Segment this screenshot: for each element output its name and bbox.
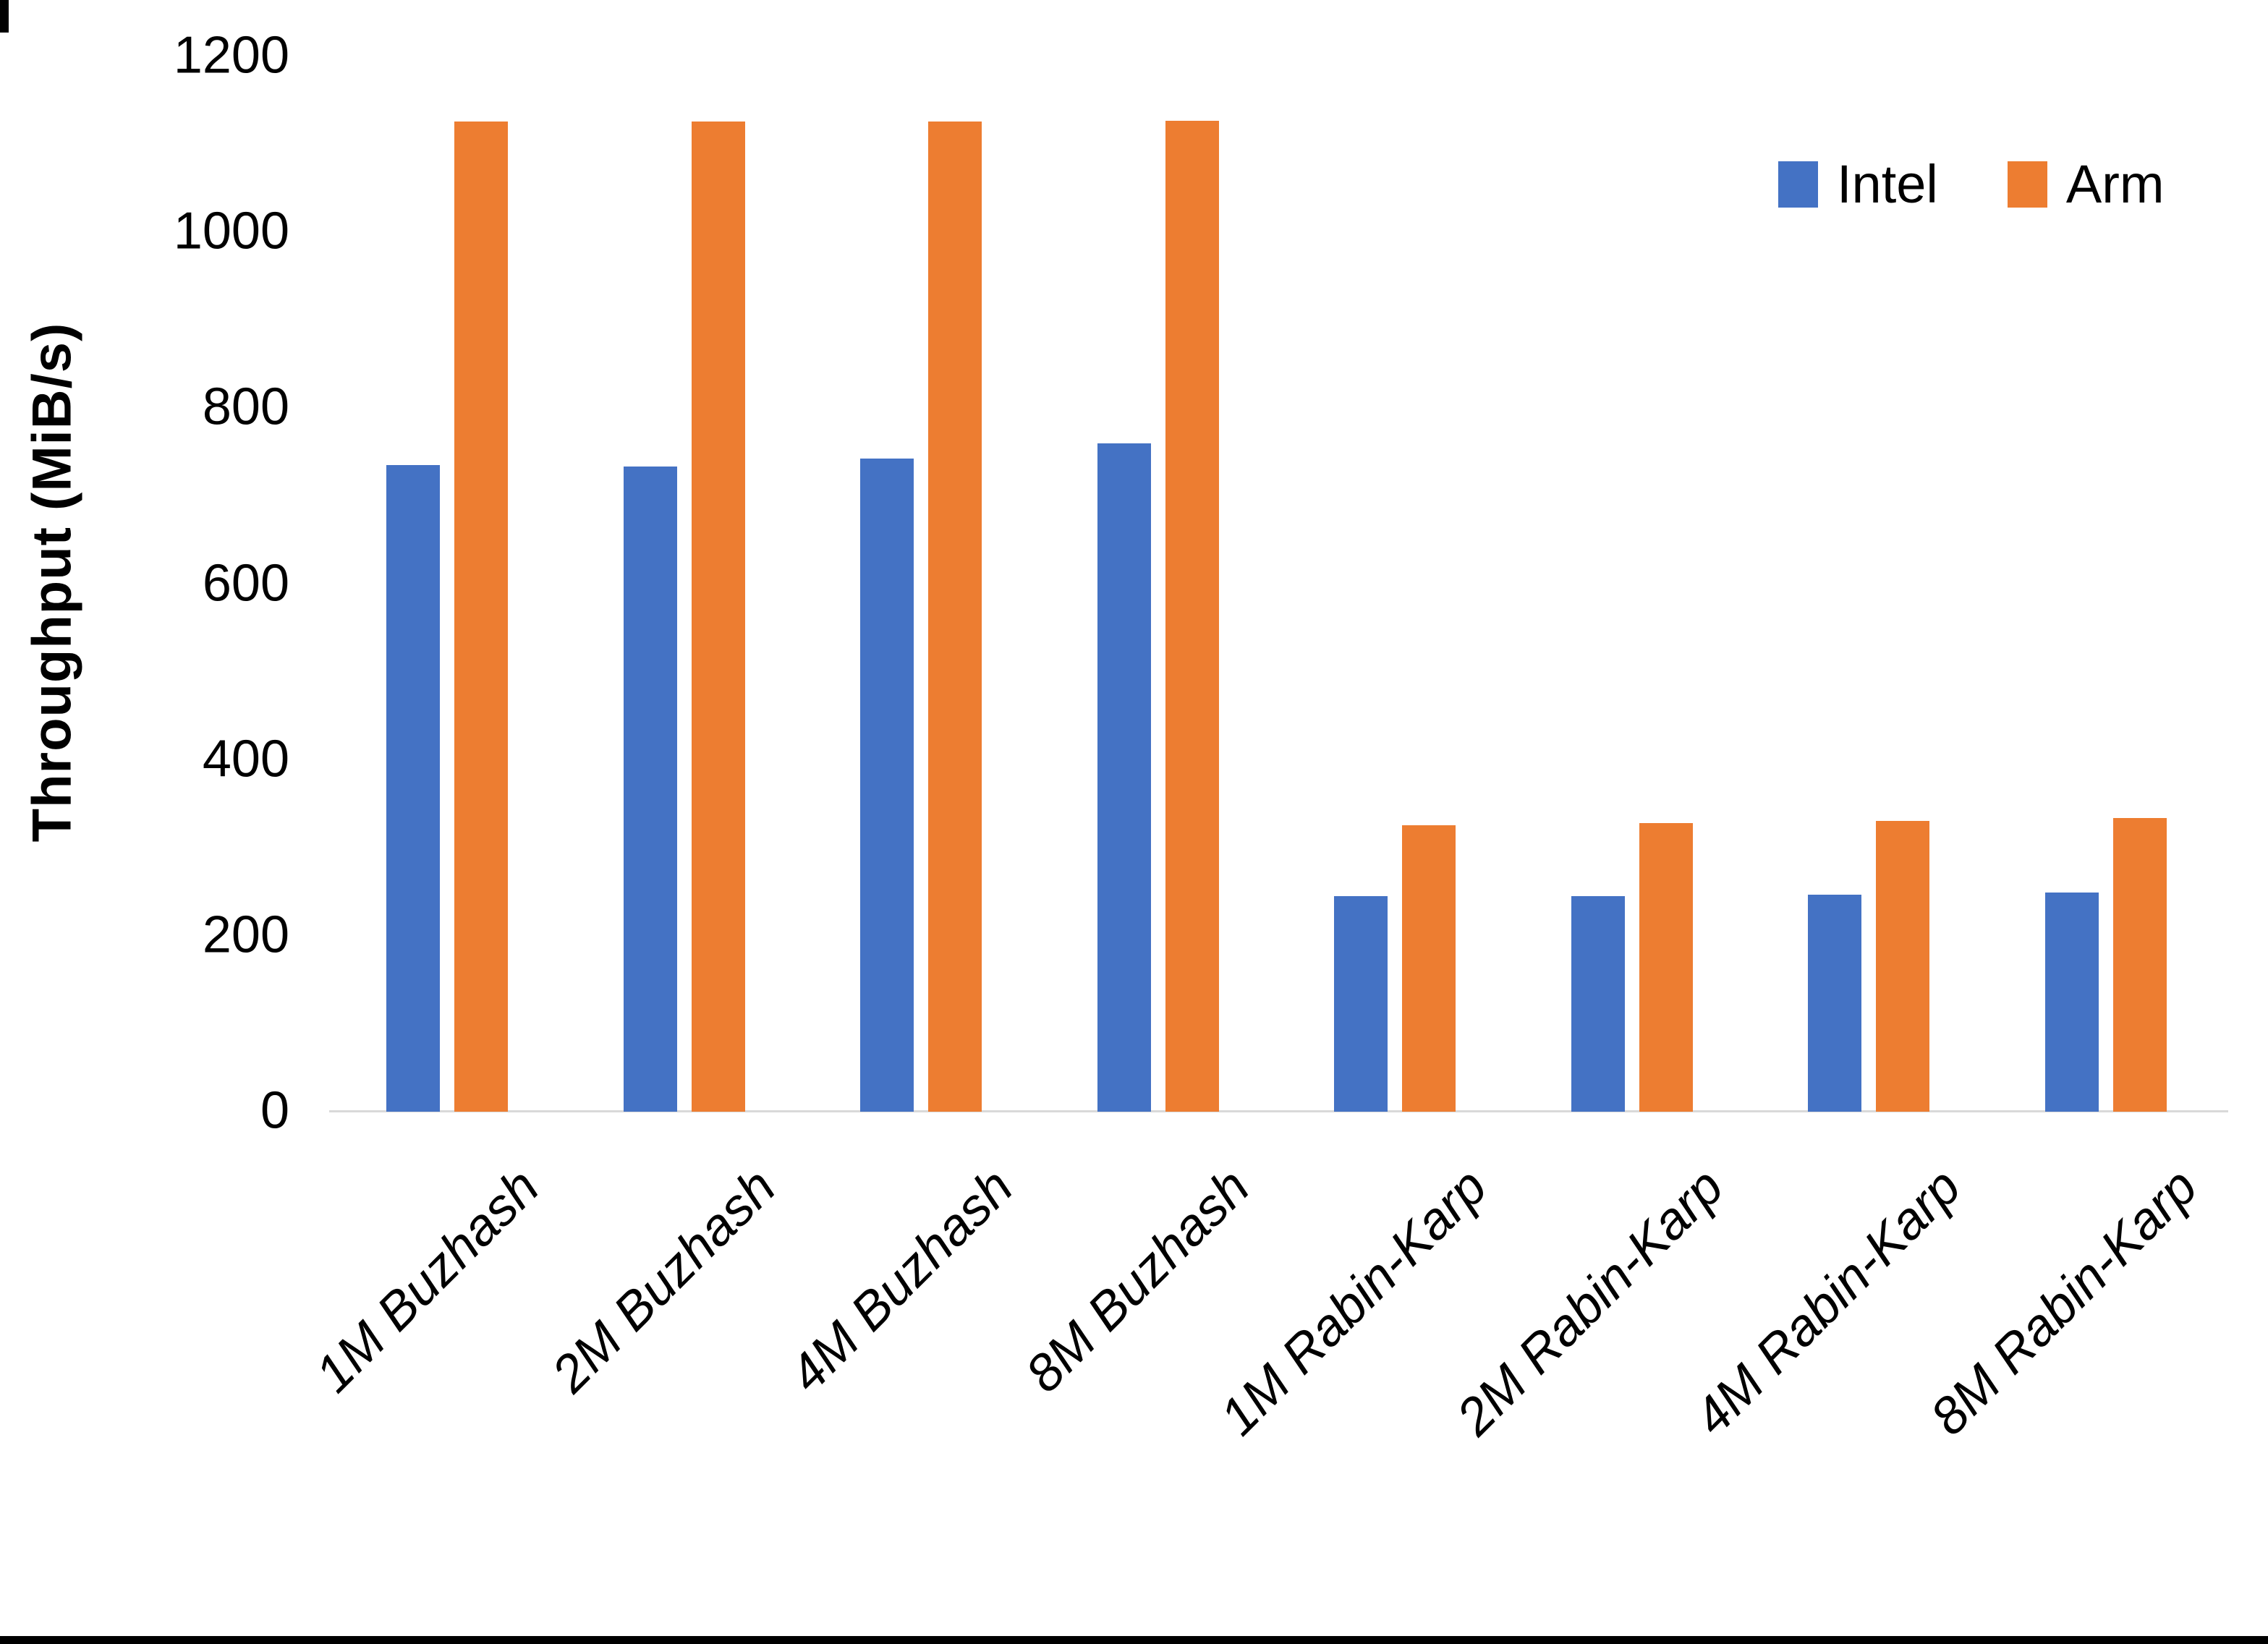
legend-label-intel: Intel [1837, 154, 1938, 214]
bar-intel-1m-rabin-karp [1334, 896, 1388, 1112]
bar-intel-8m-buzhash [1097, 443, 1151, 1112]
legend-item-intel: Intel [1778, 153, 1938, 215]
x-category-label-4m-buzhash: 4M Buzhash [778, 1157, 1024, 1404]
x-category-label-1m-buzhash: 1M Buzhash [304, 1157, 551, 1404]
bottom-border [0, 1636, 2268, 1644]
y-tick-label-1200: 1200 [173, 26, 289, 85]
bar-arm-2m-rabin-karp [1639, 823, 1693, 1112]
y-tick-label-600: 600 [202, 553, 289, 612]
y-tick-label-800: 800 [202, 378, 289, 436]
bar-intel-8m-rabin-karp [2044, 893, 2099, 1112]
bar-intel-4m-buzhash [860, 458, 914, 1112]
bar-arm-8m-rabin-karp [2112, 817, 2167, 1112]
legend-swatch-icon-arm [2007, 161, 2047, 208]
bar-intel-1m-buzhash [386, 465, 440, 1112]
legend: Intel Arm [1778, 153, 2165, 215]
bar-arm-1m-rabin-karp [1402, 825, 1456, 1112]
bar-arm-8m-buzhash [1165, 120, 1219, 1112]
legend-label-arm: Arm [2065, 154, 2165, 214]
y-tick-label-200: 200 [202, 906, 289, 964]
bar-intel-4m-rabin-karp [1808, 894, 1861, 1112]
bar-intel-2m-buzhash [623, 466, 677, 1112]
y-axis-title: Throughput (MiB/s) [21, 322, 83, 843]
bar-intel-2m-rabin-karp [1571, 896, 1625, 1112]
x-category-label-8m-buzhash: 8M Buzhash [1015, 1157, 1261, 1404]
legend-swatch-icon-intel [1778, 161, 1818, 208]
legend-item-arm: Arm [2007, 153, 2165, 215]
x-category-label-2m-buzhash: 2M Buzhash [541, 1157, 787, 1404]
bar-arm-4m-buzhash [928, 121, 982, 1112]
bar-arm-1m-buzhash [454, 121, 508, 1112]
top-left-edge-mark [0, 0, 9, 33]
x-axis-line [329, 1110, 2228, 1112]
y-tick-label-1000: 1000 [173, 202, 289, 260]
y-tick-label-0: 0 [260, 1081, 289, 1140]
y-tick-label-400: 400 [202, 730, 289, 788]
bar-arm-2m-buzhash [691, 121, 745, 1112]
bar-arm-4m-rabin-karp [1876, 820, 1929, 1112]
